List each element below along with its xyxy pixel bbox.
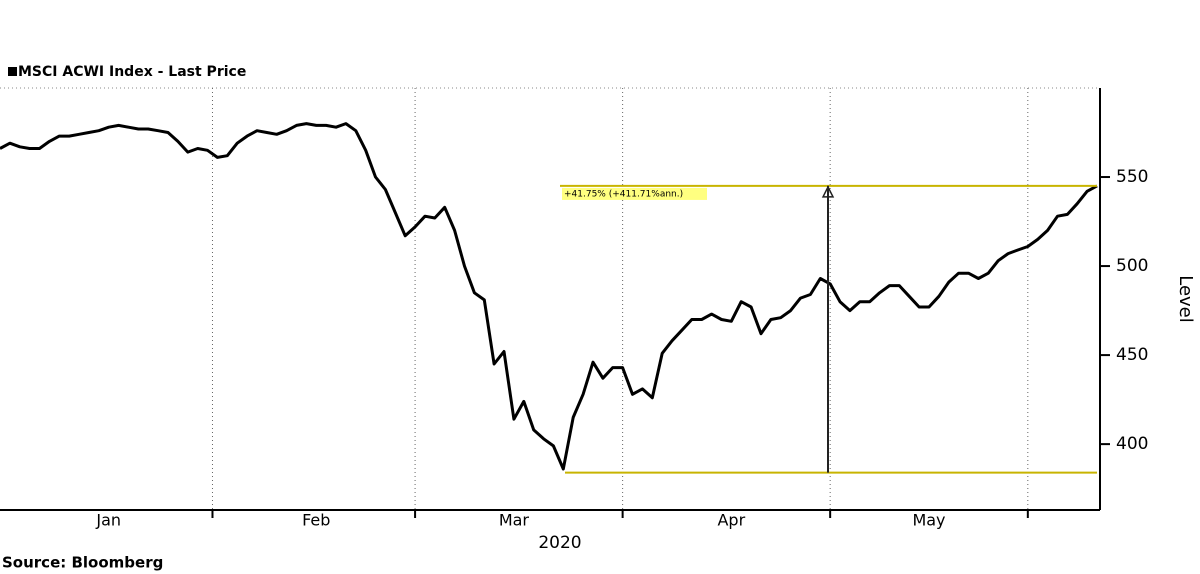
y-tick-label: 400 bbox=[1116, 434, 1148, 454]
y-tick-label: 550 bbox=[1116, 167, 1148, 187]
x-tick-label: Jan bbox=[95, 511, 121, 530]
y-tick-label: 450 bbox=[1116, 345, 1148, 365]
x-axis-label: 2020 bbox=[538, 533, 581, 553]
source: Source: Bloomberg bbox=[2, 554, 163, 572]
annotation-box bbox=[562, 187, 707, 200]
x-tick-label: Mar bbox=[499, 511, 530, 530]
x-tick-label: Apr bbox=[717, 511, 745, 530]
x-tick-label: Feb bbox=[302, 511, 330, 530]
annotation-arrow bbox=[821, 185, 835, 198]
legend-label: MSCI ACWI Index - Last Price bbox=[18, 64, 246, 80]
y-axis-label: Level bbox=[1175, 275, 1196, 323]
y-tick-label: 500 bbox=[1116, 256, 1148, 276]
price-line bbox=[0, 122, 1098, 471]
annotation-text: +41.75% (+411.71%ann.) bbox=[564, 189, 683, 199]
legend-swatch bbox=[8, 67, 17, 76]
x-tick-label: May bbox=[912, 511, 945, 530]
